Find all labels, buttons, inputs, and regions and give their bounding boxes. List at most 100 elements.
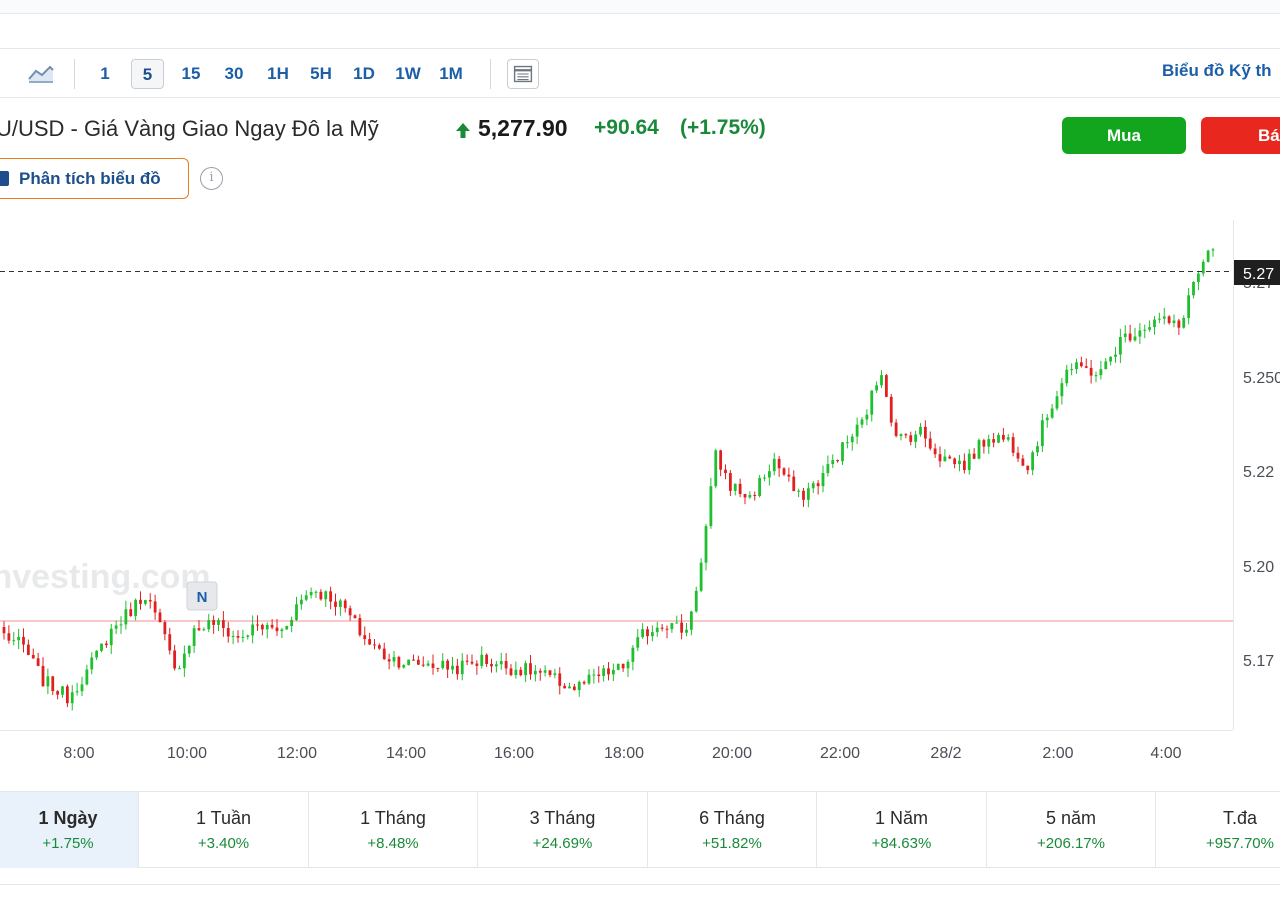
candle-body — [568, 686, 571, 689]
candle-body — [1075, 362, 1078, 370]
candle-body — [631, 647, 635, 662]
timeframe-1[interactable]: 1 — [100, 64, 110, 83]
candle-body — [1153, 319, 1156, 328]
table-icon[interactable] — [507, 59, 539, 89]
candle-body — [314, 591, 318, 593]
period-1-month[interactable]: 1 Tháng +8.48% — [309, 792, 478, 868]
n-marker[interactable]: N — [186, 581, 218, 611]
candle-body — [665, 628, 669, 630]
toolbar-separator — [74, 59, 75, 89]
candle-body — [129, 609, 133, 617]
period-label: 1 Ngày — [38, 808, 98, 828]
candle-body — [670, 623, 674, 630]
candle-body — [392, 656, 396, 662]
candle-body — [329, 591, 333, 602]
candle-body — [31, 654, 35, 659]
top-strip — [0, 0, 1280, 14]
current-price-tag-label: 5.27 — [1243, 266, 1274, 283]
candle-body — [1187, 295, 1191, 318]
period-6-months[interactable]: 6 Tháng +51.82% — [648, 792, 817, 868]
y-tick-label: 5.250 — [1243, 370, 1280, 387]
candle-body — [962, 460, 966, 471]
candle-body — [699, 562, 703, 591]
candle-body — [767, 471, 771, 478]
period-5-years[interactable]: 5 năm +206.17% — [987, 792, 1156, 868]
technical-chart-link[interactable]: Biểu đồ Kỹ th — [1162, 61, 1272, 80]
candle-body — [758, 477, 762, 496]
area-chart-icon[interactable] — [26, 61, 56, 85]
time-axis: 8:00 10:00 12:00 14:00 16:00 18:00 20:00… — [63, 745, 1181, 762]
timeframe-1m[interactable]: 1M — [439, 64, 463, 83]
candle-body — [777, 458, 781, 469]
candle-body — [1084, 366, 1088, 368]
timeframe-1w[interactable]: 1W — [395, 64, 421, 83]
candle-body — [494, 664, 498, 667]
candle-body — [480, 654, 484, 666]
candle-body — [923, 426, 927, 439]
candle-body — [173, 650, 177, 669]
timeframe-1d[interactable]: 1D — [353, 64, 375, 83]
timeframe-5[interactable]: 5 — [131, 59, 164, 89]
candle-body — [231, 636, 235, 638]
candle-body — [1196, 273, 1200, 283]
period-max[interactable]: T.đa +957.70% — [1156, 792, 1280, 868]
candle-body — [875, 385, 879, 391]
price-change: +90.64 — [594, 116, 659, 139]
candle-body — [987, 439, 991, 447]
candle-body — [1031, 452, 1035, 471]
candle-body — [377, 645, 381, 649]
candle-body — [748, 494, 752, 498]
candle-body — [831, 460, 835, 465]
period-1-year[interactable]: 1 Năm +84.63% — [817, 792, 987, 868]
candle-body — [1104, 361, 1108, 370]
timeframe-5h[interactable]: 5H — [310, 64, 332, 83]
sell-button[interactable]: Bán — [1201, 117, 1280, 154]
candle-body — [811, 483, 815, 489]
candle-body — [465, 660, 469, 662]
timeframe-1h[interactable]: 1H — [267, 64, 289, 83]
period-label: 3 Tháng — [529, 808, 596, 828]
chart-analysis-button[interactable]: Phân tích biểu đồ — [0, 158, 189, 199]
candle-body — [1206, 250, 1210, 262]
y-tick-label: 5.17 — [1243, 653, 1274, 670]
candle-body — [226, 627, 230, 637]
candle-body — [894, 422, 898, 436]
price-chart[interactable]: Investing.com N 5.27 5.250 5.22 5.20 5.1… — [0, 220, 1280, 780]
timeframe-30[interactable]: 30 — [224, 64, 244, 83]
timeframe-15[interactable]: 15 — [181, 64, 201, 83]
candle-body — [158, 612, 162, 623]
y-tick-label: 5.20 — [1243, 559, 1274, 576]
candle-body — [928, 438, 932, 449]
candle-body — [17, 636, 21, 641]
period-1-week[interactable]: 1 Tuần +3.40% — [139, 792, 309, 868]
candle-body — [431, 663, 435, 668]
period-change: +51.82% — [702, 835, 762, 852]
candle-body — [207, 620, 211, 630]
candle-body — [407, 659, 411, 666]
candle-body — [358, 617, 362, 636]
period-1-day[interactable]: 1 Ngày +1.75% — [0, 792, 139, 868]
candle-body — [719, 450, 723, 470]
info-icon[interactable]: i — [200, 167, 223, 190]
candle-body — [104, 643, 108, 646]
buy-button[interactable]: Mua — [1062, 117, 1186, 154]
x-tick-label: 10:00 — [167, 745, 207, 762]
candle-body — [563, 685, 567, 689]
candle-body — [802, 490, 805, 500]
candle-body — [646, 629, 649, 637]
candle-body — [382, 648, 386, 660]
candle-body — [972, 453, 976, 459]
candle-body — [685, 629, 688, 633]
candle-body — [436, 667, 440, 669]
period-3-months[interactable]: 3 Tháng +24.69% — [478, 792, 648, 868]
candle-body — [592, 674, 596, 676]
candle-body — [1045, 417, 1049, 421]
candle-body — [163, 622, 167, 635]
candle-body — [280, 629, 284, 632]
candle-body — [1172, 320, 1176, 324]
candle-body — [572, 686, 576, 691]
candle-body — [290, 619, 294, 627]
candle-body — [124, 609, 128, 625]
candle-body — [1040, 420, 1044, 447]
investing-watermark: Investing.com — [0, 558, 211, 596]
